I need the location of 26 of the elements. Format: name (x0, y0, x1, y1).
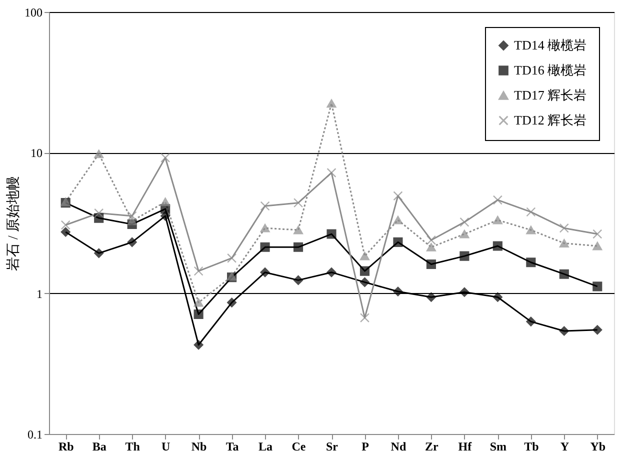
x-tick-label: Sr (326, 440, 339, 454)
x-tick-label: Y (560, 440, 570, 454)
x-tick-label: Rb (58, 440, 74, 454)
x-tick-label: U (161, 440, 170, 454)
x-tick-label: Hf (458, 440, 473, 454)
x-tick-label: Ta (226, 440, 239, 454)
x-tick-label: Yb (590, 440, 606, 454)
legend-label: TD17 辉长岩 (514, 88, 587, 102)
legend-label: TD14 橄榄岩 (514, 38, 587, 52)
y-axis-title: 岩石 / 原始地幔 (6, 176, 22, 271)
x-tick-label: Zr (425, 440, 440, 454)
x-tick-label: Tb (524, 440, 540, 454)
x-tick-label: Sm (490, 440, 507, 454)
y-tick-label: 10 (30, 146, 42, 160)
x-tick-label: P (362, 440, 369, 454)
x-tick-label: Nd (390, 440, 406, 454)
y-tick-label: 0.1 (28, 428, 42, 442)
x-tick-label: Nb (191, 440, 208, 454)
y-tick-label: 1 (36, 286, 42, 301)
x-tick-label: Ba (92, 440, 106, 454)
x-tick-label: La (258, 440, 273, 454)
legend-label: TD16 橄榄岩 (514, 62, 587, 78)
x-tick-label: Th (125, 440, 140, 454)
x-tick-label: Ce (292, 440, 306, 454)
y-tick-label: 100 (24, 6, 42, 20)
legend-label: TD12 辉长岩 (514, 112, 587, 128)
